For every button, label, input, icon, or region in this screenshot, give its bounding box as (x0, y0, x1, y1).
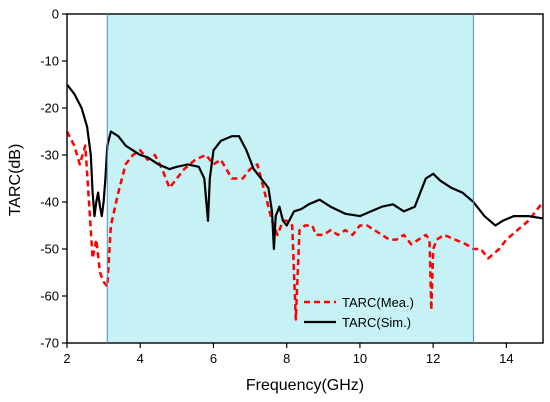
series-line-sim (66, 83, 544, 251)
legend-label-sim: TARC(Sim.) (342, 315, 411, 330)
y-tick-label: -40 (40, 195, 59, 210)
x-axis-label: Frequency(GHz) (246, 377, 364, 394)
legend: TARC(Mea.) TARC(Sim.) (304, 295, 414, 330)
highlight-band (107, 14, 474, 343)
x-tick-label: 6 (210, 351, 217, 366)
series-line-mea (65, 130, 544, 321)
x-tick-label: 2 (63, 351, 70, 366)
y-tick-label: -50 (40, 242, 59, 257)
y-tick-label: 0 (52, 7, 59, 22)
x-tick-label: 4 (137, 351, 144, 366)
y-tick-label: -30 (40, 148, 59, 163)
y-tick-label: -10 (40, 54, 59, 69)
y-tick-label: -60 (40, 289, 59, 304)
legend-label-mea: TARC(Mea.) (342, 295, 414, 310)
y-tick-label: -20 (40, 101, 59, 116)
plot-frame (66, 13, 544, 344)
x-tick-label: 8 (283, 351, 290, 366)
y-tick-label: -70 (40, 336, 59, 351)
series-layer (65, 83, 544, 321)
x-tick-label: 10 (353, 351, 367, 366)
y-axis-label: TARC(dB) (7, 144, 24, 217)
x-tick-label: 14 (499, 351, 513, 366)
x-tick-label: 12 (426, 351, 440, 366)
ticks-layer: 2 4 6 8 10 12 14 0 -10 -20 -30 -40 -50 -60 -70 (40, 7, 513, 367)
